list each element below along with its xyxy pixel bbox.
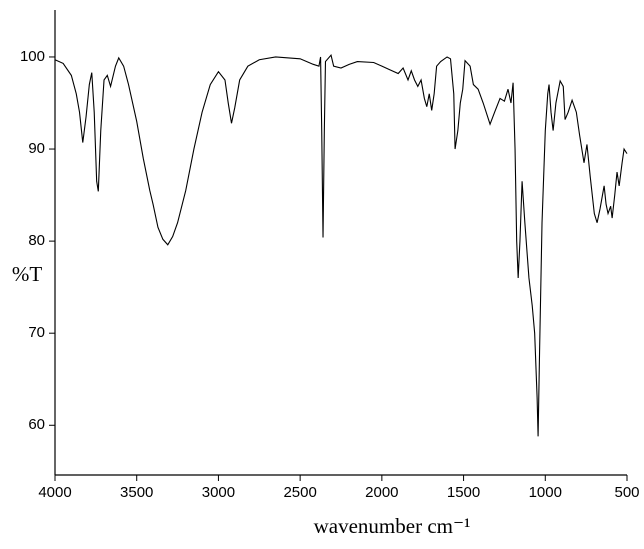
x-tick-label: 3500 bbox=[120, 484, 153, 501]
spectrum-line bbox=[54, 53, 628, 437]
x-tick-label: 1500 bbox=[447, 484, 480, 501]
x-tick-label: 500 bbox=[614, 484, 639, 501]
y-tick-label: 60 bbox=[28, 416, 45, 433]
x-tick-label: 2500 bbox=[283, 484, 316, 501]
y-axis-title: %T bbox=[12, 262, 42, 286]
x-tick-label: 1000 bbox=[529, 484, 562, 501]
y-tick-label: 90 bbox=[28, 140, 45, 157]
x-tick-label: 3000 bbox=[202, 484, 235, 501]
x-tick-label: 2000 bbox=[365, 484, 398, 501]
y-tick-label: 70 bbox=[28, 324, 45, 341]
y-tick-label: 80 bbox=[28, 232, 45, 249]
x-tick-label: 4000 bbox=[38, 484, 71, 501]
y-tick-label: 100 bbox=[20, 48, 45, 65]
x-axis-title: wavenumber cm⁻¹ bbox=[314, 514, 471, 538]
